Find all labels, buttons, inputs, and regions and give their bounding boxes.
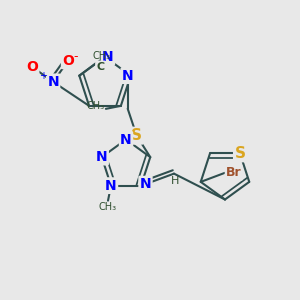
Text: N: N	[122, 69, 134, 83]
Text: +: +	[39, 71, 46, 81]
Text: O: O	[62, 54, 74, 68]
Text: Br: Br	[226, 167, 242, 179]
Text: CH₃: CH₃	[86, 101, 104, 111]
Text: C: C	[96, 62, 104, 72]
Text: -: -	[74, 50, 78, 63]
Text: N: N	[105, 178, 117, 193]
Text: N: N	[120, 133, 132, 146]
Text: N: N	[96, 150, 108, 164]
Text: N: N	[47, 75, 59, 89]
Text: N: N	[102, 50, 114, 64]
Text: S: S	[235, 146, 245, 161]
Text: N: N	[140, 177, 151, 191]
Text: O: O	[26, 60, 38, 74]
Text: CH₃: CH₃	[99, 202, 117, 212]
Text: H: H	[171, 176, 180, 186]
Text: S: S	[131, 128, 142, 143]
Text: CH₃: CH₃	[93, 51, 111, 61]
